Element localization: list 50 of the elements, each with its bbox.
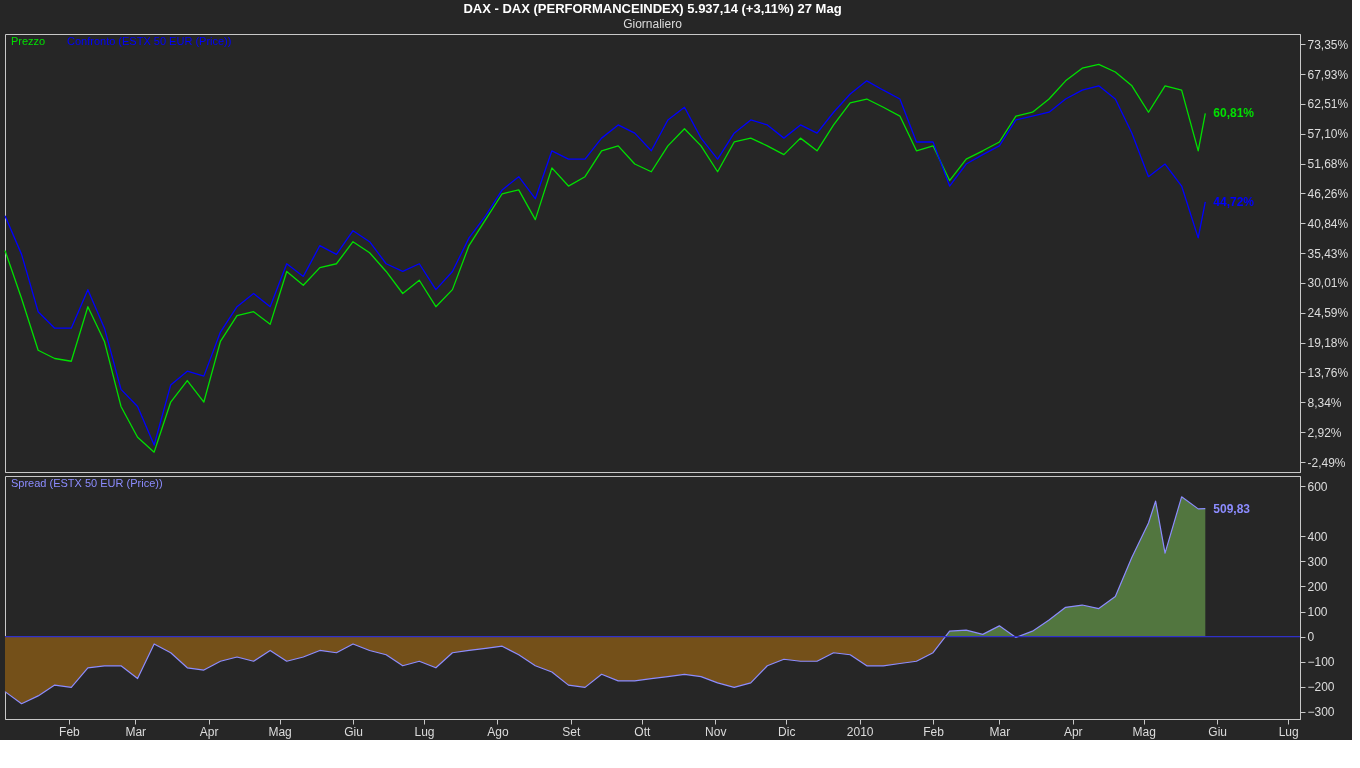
y-tick-label: 0 xyxy=(1307,630,1315,645)
x-tick-label: Ott xyxy=(634,724,652,739)
chart-subtitle: Giornaliero xyxy=(623,17,683,31)
y-tick-label: 2,92% xyxy=(1307,425,1342,440)
y-tick-label: 300 xyxy=(1307,554,1328,569)
x-tick-label: 2010 xyxy=(846,724,874,739)
x-tick-label: Feb xyxy=(923,724,945,739)
y-tick-label: 51,68% xyxy=(1307,157,1349,172)
x-tick-label: Mar xyxy=(989,724,1011,739)
x-tick-label: Lug xyxy=(1278,724,1299,739)
x-tick-label: Lug xyxy=(414,724,435,739)
y-tick-label: 67,93% xyxy=(1307,67,1349,82)
text: Prezzo xyxy=(11,35,46,47)
y-tick-label: 57,10% xyxy=(1307,127,1349,142)
y-tick-label: −200 xyxy=(1307,680,1335,695)
y-tick-label: 100 xyxy=(1307,605,1328,620)
y-tick-label: 200 xyxy=(1307,579,1328,594)
x-tick-label: Nov xyxy=(705,724,727,739)
x-tick-label: Mag xyxy=(268,724,292,739)
y-tick-label: 73,35% xyxy=(1307,37,1349,52)
y-tick-label: 13,76% xyxy=(1307,366,1349,380)
x-tick-label: Giu xyxy=(1208,724,1227,739)
y-tick-label: 40,84% xyxy=(1307,216,1349,231)
text: Spread (ESTX 50 EUR (Price)) xyxy=(11,477,163,489)
x-tick-label: Set xyxy=(562,724,581,739)
x-tick-label: Mar xyxy=(125,724,147,739)
y-tick-label: −300 xyxy=(1307,705,1335,720)
chart-title: DAX - DAX (PERFORMANCEINDEX) 5.937,14 (+3,11%) 27 Mag xyxy=(463,1,842,16)
annotation: 44,72% xyxy=(1213,194,1255,209)
text: Confronto (ESTX 50 EUR (Price)) xyxy=(67,35,232,47)
x-tick-label: Giu xyxy=(344,724,363,739)
y-tick-label: 600 xyxy=(1307,479,1328,494)
y-tick-label: 19,18% xyxy=(1307,336,1349,351)
y-tick-label: 35,43% xyxy=(1307,246,1349,261)
y-tick-label: 30,01% xyxy=(1307,276,1349,291)
y-tick-label: 46,26% xyxy=(1307,186,1349,201)
x-tick-label: Apr xyxy=(199,724,219,739)
x-tick-label: Ago xyxy=(487,724,509,739)
y-tick-label: 24,59% xyxy=(1307,306,1349,321)
y-tick-label: 400 xyxy=(1307,529,1328,544)
x-tick-label: Apr xyxy=(1063,724,1083,739)
y-tick-label: 8,34% xyxy=(1307,395,1342,410)
y-tick-label: 62,51% xyxy=(1307,97,1349,112)
x-tick-label: Feb xyxy=(59,724,81,739)
y-tick-label: -2,49% xyxy=(1307,455,1346,470)
x-tick-label: Dic xyxy=(778,724,796,739)
annotation: 509,83 xyxy=(1213,501,1251,516)
annotation: 60,81% xyxy=(1213,106,1255,121)
y-tick-label: −100 xyxy=(1307,655,1335,670)
x-tick-label: Mag xyxy=(1132,724,1156,739)
